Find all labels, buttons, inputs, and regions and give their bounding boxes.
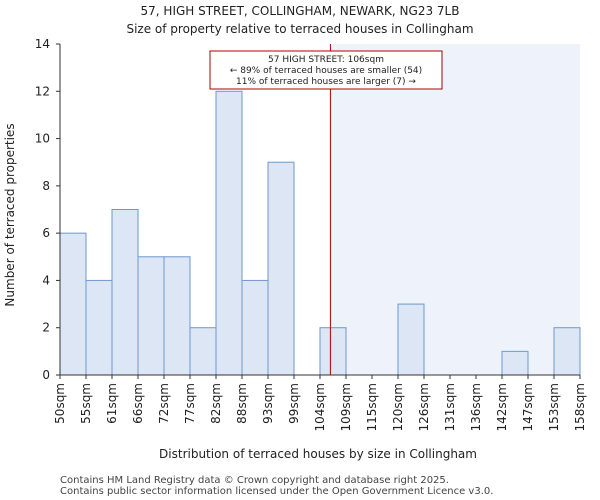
bar-50sqm (59, 232, 87, 376)
x-tick-label-82sqm: 82sqm (209, 383, 223, 424)
bar-93sqm (267, 161, 295, 376)
x-tick-label-99sqm: 99sqm (287, 383, 301, 424)
bar-82sqm (215, 90, 243, 376)
bar-142sqm (501, 350, 529, 376)
y-tick-label-4: 4 (42, 273, 50, 287)
x-tick-label-136sqm: 136sqm (469, 383, 483, 431)
bar-72sqm (163, 256, 191, 376)
y-tick-label-2: 2 (42, 321, 50, 335)
annotation-line-3: 11% of terraced houses are larger (7) → (236, 77, 416, 87)
footer-line-2: Contains public sector information licen… (60, 486, 493, 497)
bar-66sqm (137, 256, 165, 376)
x-tick-label-50sqm: 50sqm (53, 383, 67, 424)
annotation-line-1: 57 HIGH STREET: 106sqm (268, 55, 384, 65)
x-tick-label-55sqm: 55sqm (79, 383, 93, 424)
x-tick-label-147sqm: 147sqm (521, 383, 535, 431)
y-tick-label-8: 8 (42, 179, 50, 193)
y-tick-label-10: 10 (35, 132, 50, 146)
x-tick-label-72sqm: 72sqm (157, 383, 171, 424)
x-tick-label-126sqm: 126sqm (417, 383, 431, 431)
footer-line-1: Contains HM Land Registry data © Crown c… (60, 475, 449, 486)
bar-61sqm (111, 209, 139, 376)
bar-55sqm (85, 279, 113, 376)
plot-area: 0 2 4 6 8 10 12 14 50sqm 55sqm 61sqm 66sqm 72sqm 77sq… (35, 37, 587, 431)
annotation-box (209, 50, 443, 90)
x-tick-label-131sqm: 131sqm (443, 383, 457, 431)
chart-title: 57, HIGH STREET, COLLINGHAM, NEWARK, NG2… (141, 4, 460, 18)
chart-subtitle: Size of property relative to terraced ho… (126, 22, 473, 36)
highlight-region (330, 44, 580, 375)
x-tick-label-66sqm: 66sqm (131, 383, 145, 424)
x-tick-label-158sqm: 158sqm (573, 383, 587, 431)
x-tick-label-104sqm: 104sqm (313, 383, 327, 431)
bar-104sqm (319, 327, 347, 376)
y-tick-label-0: 0 (42, 368, 50, 382)
x-tick-label-109sqm: 109sqm (339, 383, 353, 431)
y-tick-label-12: 12 (35, 84, 50, 98)
bar-120sqm (397, 303, 425, 376)
x-tick-label-77sqm: 77sqm (183, 383, 197, 424)
x-tick-label-115sqm: 115sqm (365, 383, 379, 431)
x-tick-label-120sqm: 120sqm (391, 383, 405, 431)
x-tick-label-142sqm: 142sqm (495, 383, 509, 431)
annotation-line-2: ← 89% of terraced houses are smaller (54… (230, 66, 422, 76)
x-tick-label-61sqm: 61sqm (105, 383, 119, 424)
y-tick-label-14: 14 (35, 37, 50, 51)
y-axis-label: Number of terraced properties (3, 123, 17, 306)
x-tick-label-93sqm: 93sqm (261, 383, 275, 424)
bar-77sqm (189, 327, 217, 376)
x-tick-label-153sqm: 153sqm (547, 383, 561, 431)
bar-153sqm (553, 327, 581, 376)
y-tick-label-6: 6 (42, 226, 50, 240)
x-tick-label-88sqm: 88sqm (235, 383, 249, 424)
bar-88sqm (241, 279, 269, 376)
x-axis-label: Distribution of terraced houses by size … (159, 447, 477, 461)
